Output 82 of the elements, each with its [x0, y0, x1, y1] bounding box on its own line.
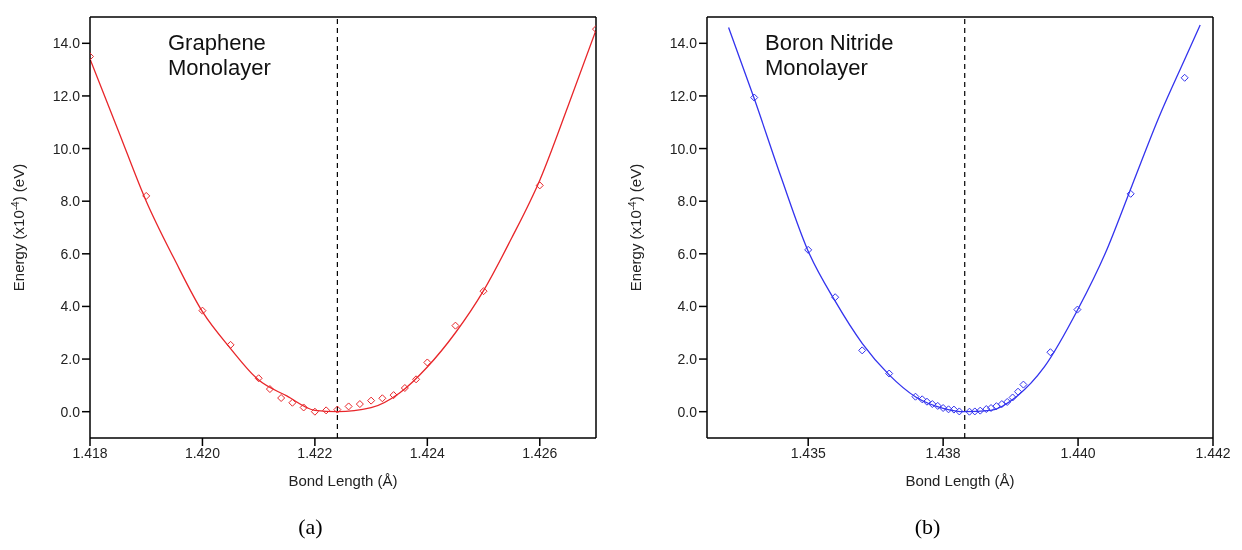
- point: [355, 400, 364, 409]
- point: [479, 287, 488, 296]
- point: [933, 401, 942, 410]
- point: [804, 245, 813, 254]
- point: [1180, 73, 1189, 82]
- x-tick-label: 1.442: [1195, 444, 1231, 461]
- point: [333, 405, 342, 414]
- y-tick-label: 12.0: [52, 87, 81, 104]
- x-tick-label: 1.435: [790, 444, 826, 461]
- annotation: Boron Nitride Monolayer: [765, 30, 894, 80]
- point: [142, 191, 151, 200]
- point: [922, 397, 931, 406]
- x-tick-label: 1.440: [1060, 444, 1096, 461]
- point: [1046, 348, 1055, 357]
- point: [344, 402, 353, 411]
- point: [265, 385, 274, 394]
- text: (a): [297, 514, 324, 540]
- y-tick-label: 8.0: [60, 193, 81, 210]
- point: [1019, 380, 1028, 389]
- point: [1073, 305, 1082, 314]
- point: [423, 358, 432, 367]
- point: [928, 400, 937, 409]
- point: [750, 93, 759, 102]
- y-tick-label: 0.0: [60, 403, 81, 420]
- point: [310, 407, 319, 416]
- x-tick-label: 1.418: [72, 444, 108, 461]
- y-tick-label: 14.0: [52, 35, 81, 52]
- point: [535, 181, 544, 190]
- annotation: Graphene Monolayer: [168, 30, 271, 80]
- point: [1003, 397, 1012, 406]
- y-tick-label: 10.0: [52, 140, 81, 157]
- point: [939, 404, 948, 412]
- text: (b): [913, 514, 942, 540]
- point: [976, 406, 985, 415]
- x-tick-label: 1.422: [297, 444, 333, 461]
- point: [1126, 189, 1135, 198]
- y-tick-label: 4.0: [677, 298, 698, 315]
- x-axis-title: Bond Length (Å): [288, 472, 398, 489]
- point: [226, 340, 235, 349]
- point: [389, 391, 398, 400]
- point: [451, 321, 460, 330]
- point: [254, 374, 263, 383]
- x-tick-label: 1.420: [184, 444, 221, 461]
- x-tick-label: 1.424: [409, 444, 446, 461]
- y-tick-label: 6.0: [60, 245, 81, 262]
- point: [299, 403, 308, 412]
- y-tick-label: 4.0: [60, 298, 81, 315]
- x-axis-title: Bond Length (Å): [905, 472, 1015, 489]
- y-tick-label: 2.0: [677, 351, 698, 368]
- point: [1008, 393, 1017, 402]
- point: [885, 369, 894, 378]
- point: [949, 405, 958, 414]
- y-tick-label: 10.0: [669, 140, 698, 157]
- point: [378, 394, 387, 403]
- point: [1014, 387, 1023, 396]
- point: [277, 394, 286, 403]
- point: [412, 375, 421, 384]
- x-tick-label: 1.426: [522, 444, 558, 461]
- point: [944, 405, 953, 414]
- y-tick-label: 0.0: [677, 403, 698, 420]
- point: [997, 400, 1006, 409]
- point: [288, 398, 297, 407]
- point: [911, 392, 920, 401]
- point: [982, 405, 991, 414]
- point: [367, 396, 376, 405]
- point: [198, 306, 207, 315]
- point: [918, 395, 927, 404]
- point: [965, 407, 974, 416]
- point: [955, 407, 964, 416]
- x-tick-label: 1.438: [925, 444, 961, 461]
- point: [992, 402, 1001, 411]
- y-tick-label: 2.0: [60, 351, 81, 368]
- y-tick-label: 14.0: [669, 35, 698, 52]
- point: [400, 384, 409, 393]
- point: [858, 346, 867, 355]
- y-tick-label: 12.0: [669, 87, 698, 104]
- y-tick-label: 8.0: [677, 193, 698, 210]
- point: [831, 293, 840, 302]
- point: [987, 404, 996, 412]
- y-tick-label: 6.0: [677, 245, 698, 262]
- point: [322, 406, 331, 415]
- point: [970, 407, 979, 416]
